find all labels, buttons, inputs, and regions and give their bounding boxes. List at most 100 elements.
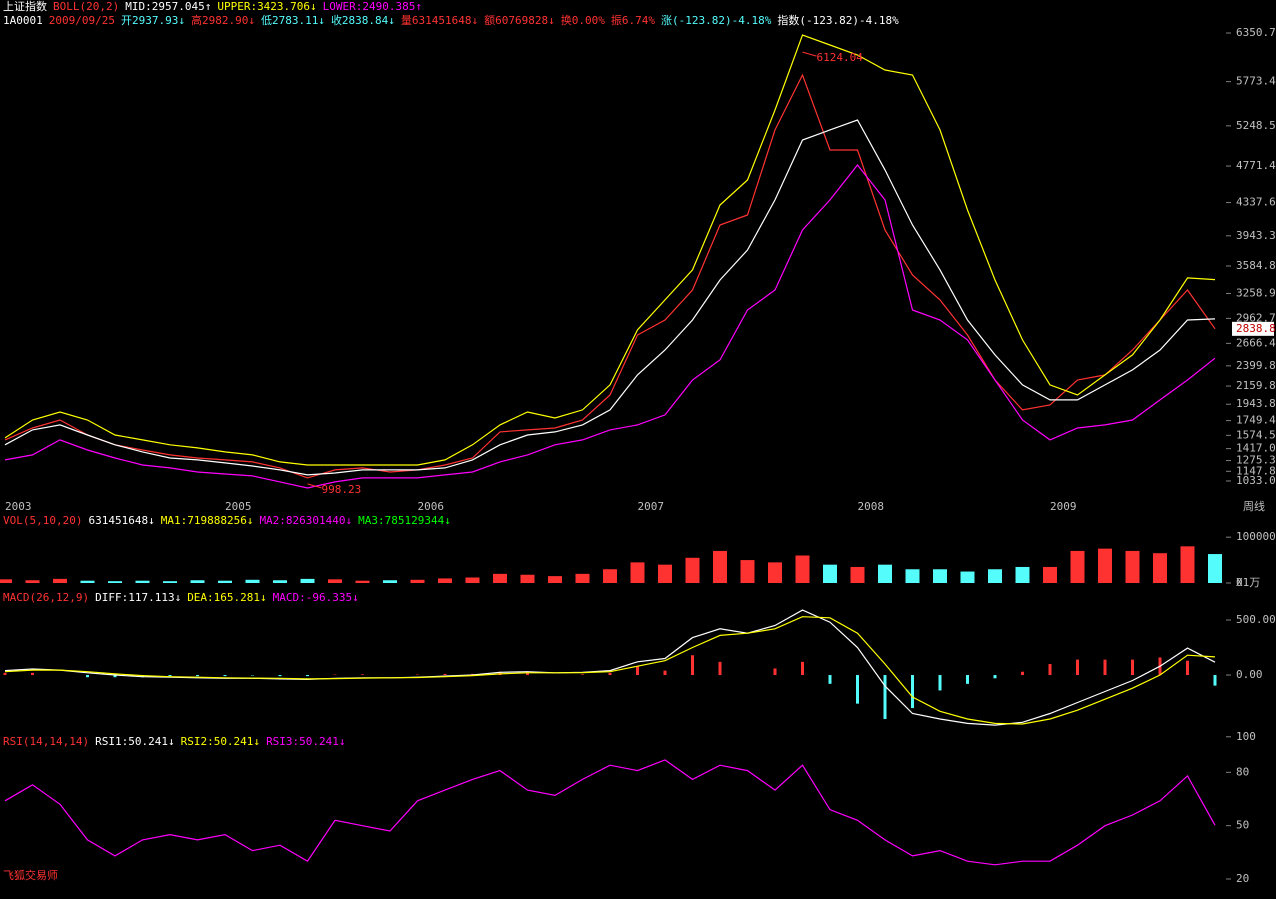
series-line: [4, 73, 1216, 479]
y-tick-label: 3584.8: [1236, 259, 1276, 272]
indicator-label: 换0.00%: [561, 13, 605, 27]
y-tick-label: 0.00: [1236, 668, 1263, 681]
bar: [603, 569, 617, 583]
indicator-label: MACD:-96.335↓: [273, 591, 359, 604]
y-tick-label: 0: [1236, 576, 1243, 589]
bar: [196, 675, 199, 677]
bar: [493, 573, 507, 583]
bar: [383, 580, 397, 583]
indicator-label: MID:2957.045↑: [125, 0, 211, 13]
bar: [410, 579, 425, 583]
indicator-label: RSI2:50.241↓: [181, 735, 260, 748]
y-tick-label: 1147.8: [1236, 464, 1276, 477]
series-line: [4, 759, 1216, 866]
indicator-label: 1A0001: [3, 14, 43, 27]
bar: [878, 564, 892, 583]
indicator-label: VOL(5,10,20): [3, 514, 82, 527]
bar: [1103, 659, 1107, 676]
bar: [190, 580, 205, 583]
x-tick-label: 2009: [1050, 500, 1077, 513]
bar: [53, 578, 67, 583]
indicator-label: MA2:826301440↓: [259, 514, 352, 527]
bar: [1070, 550, 1085, 583]
price-tag-box: [1232, 321, 1274, 336]
indicator-label: MACD(26,12,9): [3, 591, 89, 604]
price-tag: 2838.8: [1236, 322, 1276, 335]
bar: [25, 580, 40, 583]
indicator-label: RSI(14,14,14): [3, 735, 89, 748]
indicator-label: 高2982.90↓: [191, 13, 255, 27]
bar: [1208, 554, 1222, 583]
indicator-label: MA3:785129344↓: [358, 514, 451, 527]
bar: [801, 661, 804, 676]
bar: [1131, 659, 1134, 676]
bar: [1180, 546, 1195, 583]
bar: [718, 661, 722, 676]
bar: [988, 569, 1002, 583]
bar: [1153, 553, 1167, 583]
bar: [850, 566, 865, 583]
indicator-label: 2009/09/25: [49, 14, 115, 27]
indicator-label: 额60769828↓: [484, 14, 555, 27]
bar: [1098, 548, 1112, 583]
indicator-label: 631451648↓: [88, 514, 154, 527]
x-axis-label: 周线: [1243, 499, 1265, 513]
y-tick-label: 3943.3: [1236, 229, 1276, 242]
bar: [223, 675, 227, 677]
bar: [608, 672, 612, 676]
y-tick-label: 100: [1236, 730, 1256, 743]
bar: [306, 675, 309, 677]
bar: [465, 577, 480, 583]
y-tick-label: 1417.0: [1236, 442, 1276, 455]
indicator-label: 振6.74%: [611, 13, 655, 27]
bar: [3, 672, 7, 676]
bar: [1213, 675, 1217, 686]
indicator-label: 收2838.84↓: [331, 13, 395, 27]
bar: [361, 674, 364, 676]
bar: [795, 555, 810, 583]
bar: [630, 562, 645, 583]
bar: [933, 569, 947, 583]
indicator-label: DIFF:117.113↓: [95, 591, 181, 604]
indicator-label: 低2783.11↓: [261, 14, 325, 27]
y-tick-label: 2666.4: [1236, 336, 1276, 349]
y-tick-label: 80: [1236, 765, 1249, 778]
bar: [960, 571, 975, 583]
bar: [575, 573, 590, 583]
annotation-mark: [802, 51, 817, 57]
annotation: 6124.04: [817, 51, 864, 64]
annotation-mark: [307, 483, 322, 489]
bar: [1043, 566, 1057, 583]
bar: [911, 675, 914, 709]
bar: [856, 675, 859, 704]
bar: [636, 666, 639, 676]
y-tick-label: 4337.6: [1236, 196, 1276, 209]
bar: [1015, 566, 1030, 583]
series-line: [4, 119, 1216, 476]
y-tick-label: 3258.9: [1236, 286, 1276, 299]
bar: [548, 576, 562, 583]
bar: [273, 580, 287, 583]
bar: [300, 578, 315, 583]
y-tick-label: 2962.7: [1236, 311, 1276, 324]
bar: [1048, 664, 1052, 676]
bar: [691, 655, 694, 676]
bar: [80, 580, 95, 583]
bar: [938, 675, 942, 691]
bar: [328, 579, 342, 583]
y-tick-label: 4771.4: [1236, 159, 1276, 172]
bar: [355, 580, 370, 583]
bar: [993, 675, 997, 679]
y-tick-label: 1275.3: [1236, 454, 1276, 467]
bar: [520, 574, 535, 583]
y-tick-label: 5773.4: [1236, 75, 1276, 88]
bar: [581, 674, 584, 676]
bar: [1021, 671, 1024, 676]
bar: [443, 673, 447, 676]
bar: [31, 672, 34, 676]
indicator-label: 上证指数: [3, 0, 47, 13]
bar: [823, 564, 837, 583]
bar: [86, 675, 89, 678]
